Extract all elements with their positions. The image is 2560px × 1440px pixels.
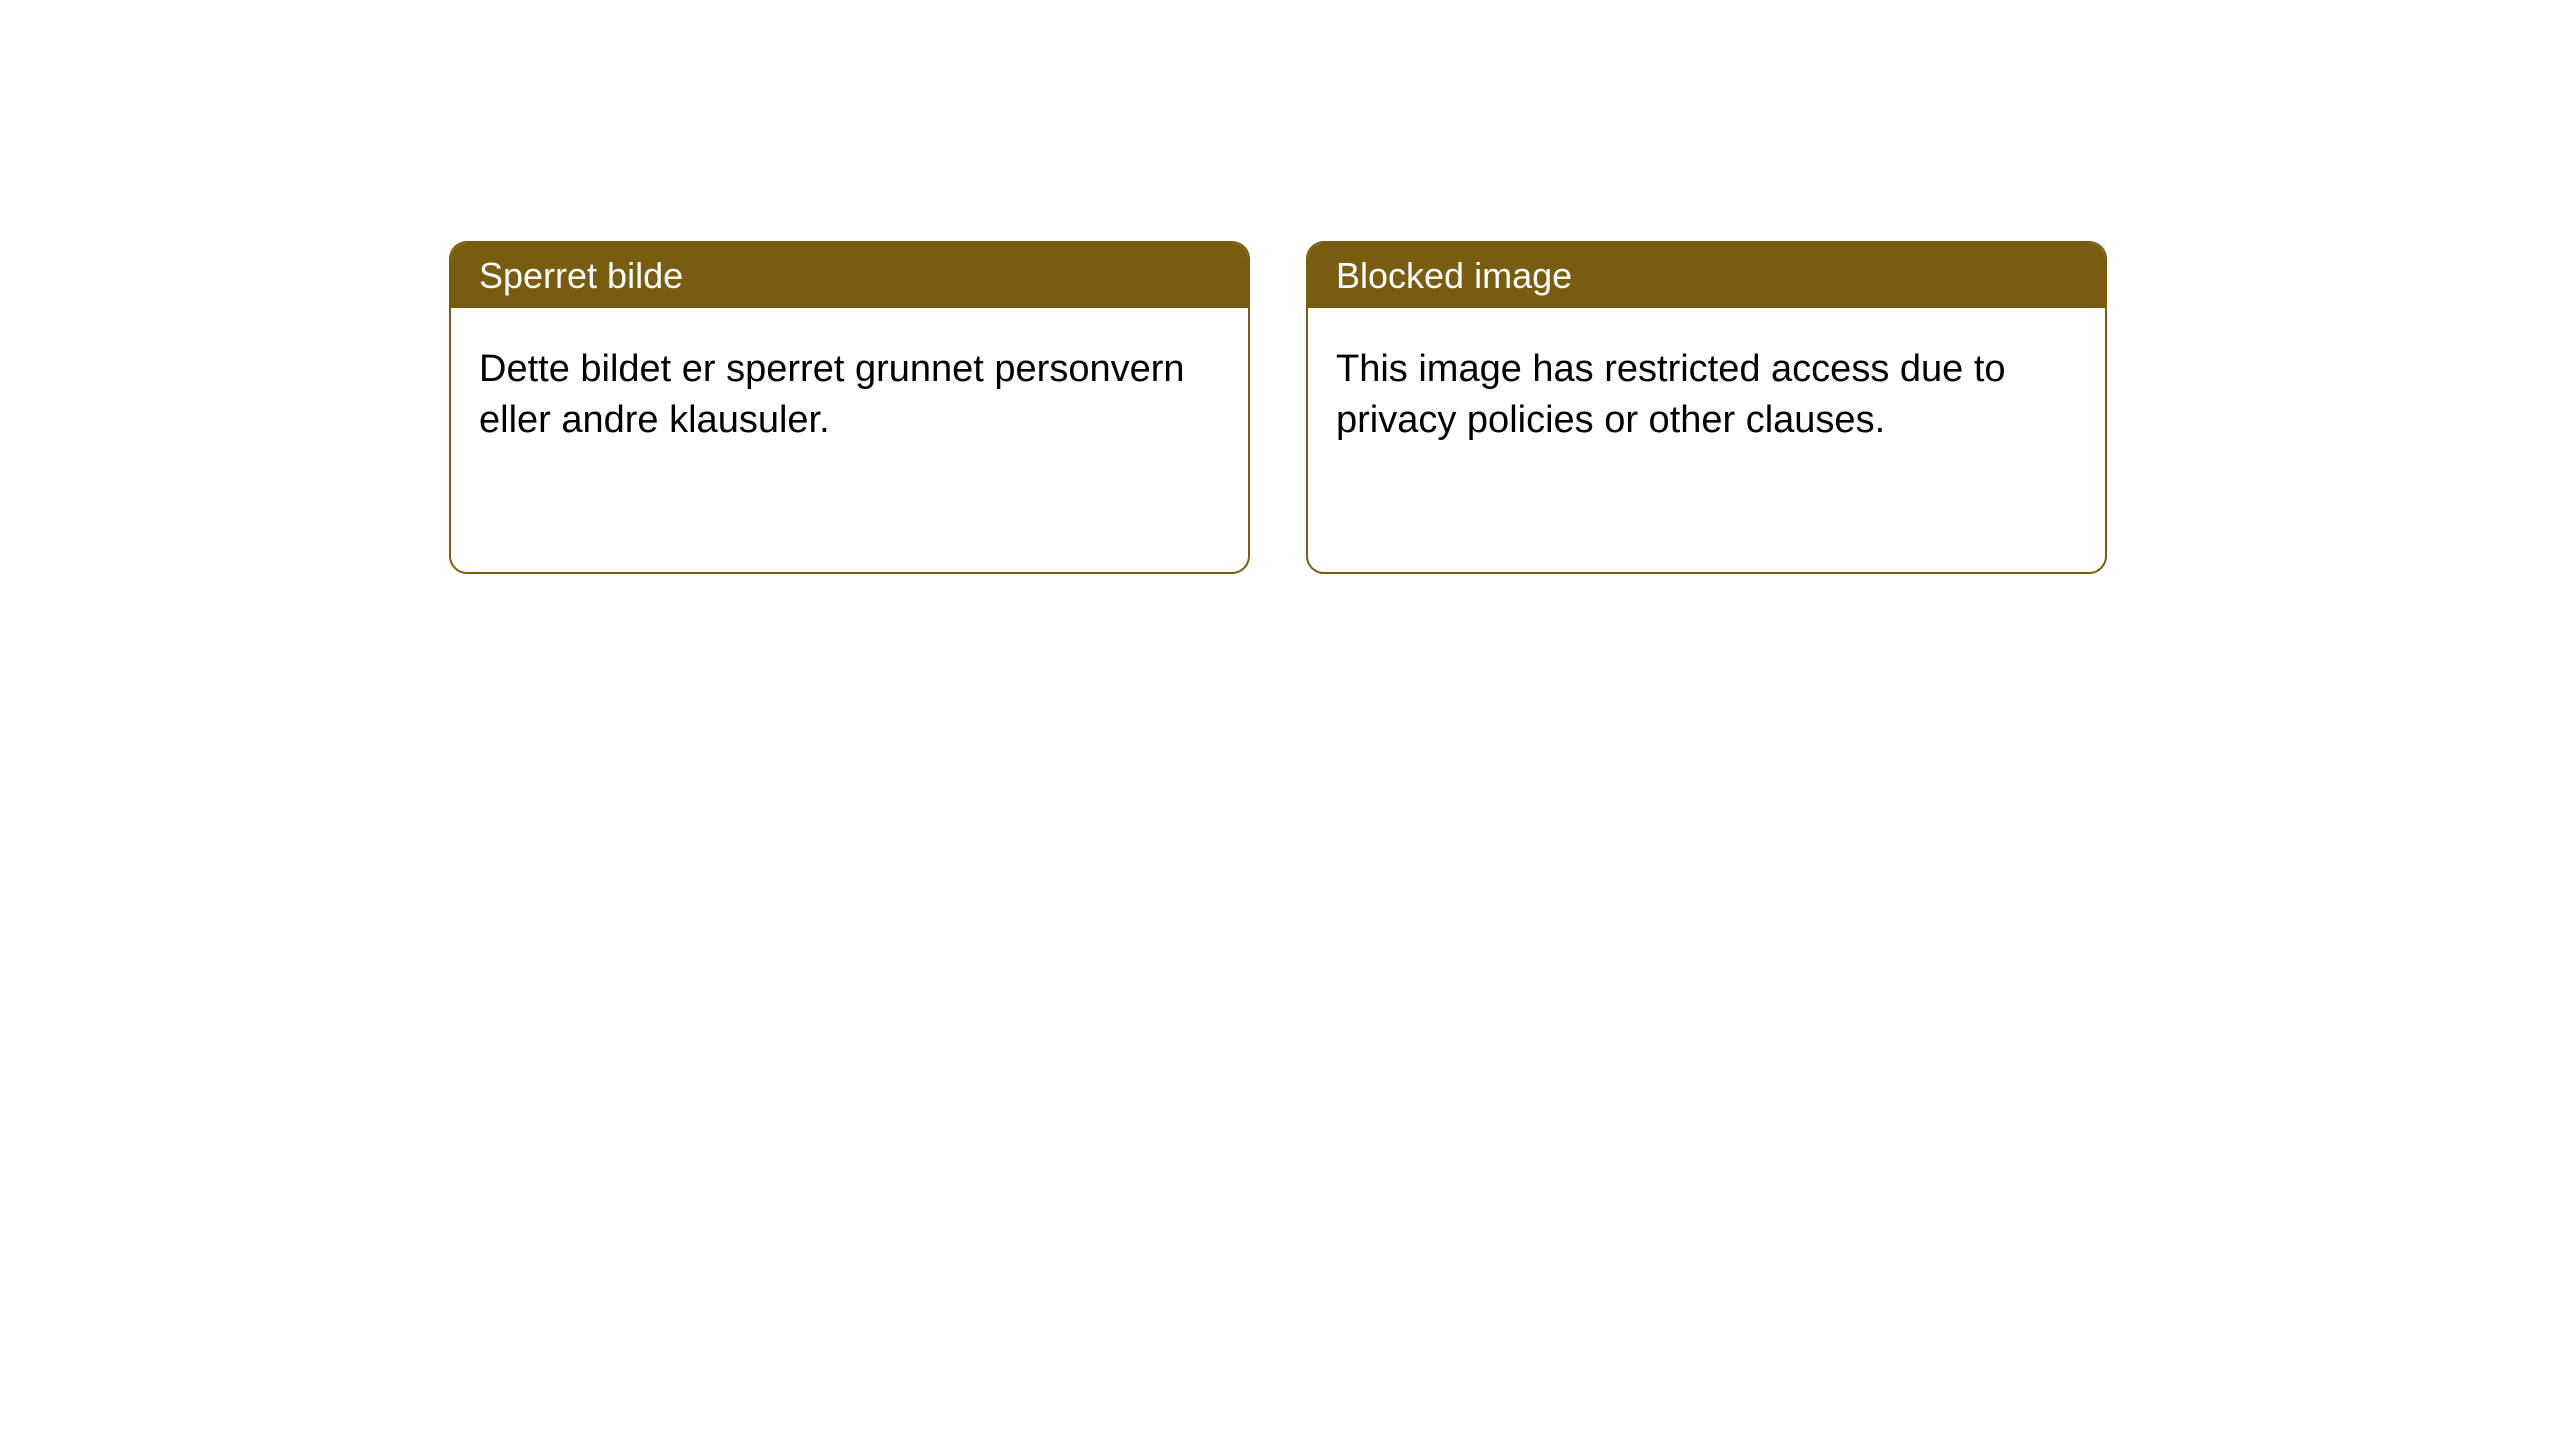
- card-body: Dette bildet er sperret grunnet personve…: [451, 308, 1248, 483]
- notice-card-english: Blocked image This image has restricted …: [1306, 241, 2107, 574]
- notice-cards-container: Sperret bilde Dette bildet er sperret gr…: [449, 241, 2107, 574]
- card-title: Blocked image: [1336, 255, 1572, 296]
- card-title: Sperret bilde: [479, 255, 683, 296]
- card-header: Sperret bilde: [451, 243, 1248, 308]
- card-header: Blocked image: [1308, 243, 2105, 308]
- notice-card-norwegian: Sperret bilde Dette bildet er sperret gr…: [449, 241, 1250, 574]
- card-message: Dette bildet er sperret grunnet personve…: [479, 348, 1185, 441]
- card-message: This image has restricted access due to …: [1336, 348, 2006, 441]
- card-body: This image has restricted access due to …: [1308, 308, 2105, 483]
